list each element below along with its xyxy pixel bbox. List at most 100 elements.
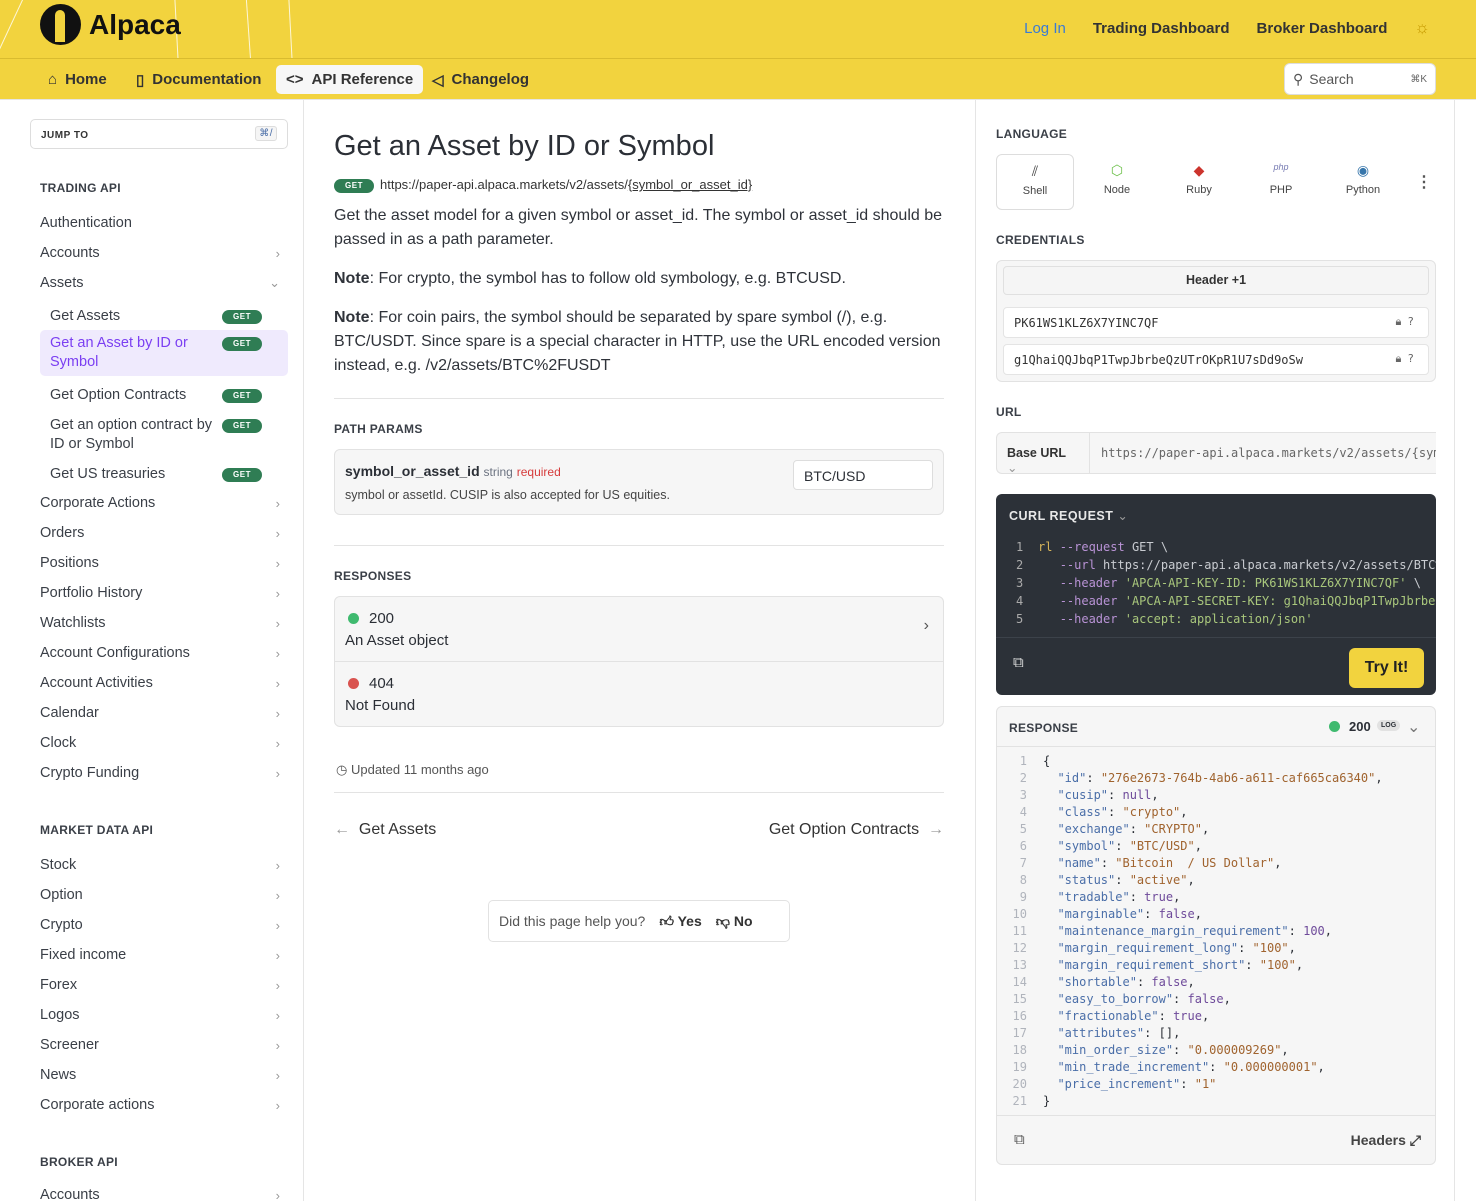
trading-dashboard-link[interactable]: Trading Dashboard [1092,19,1230,37]
response-404[interactable]: 404 Not Found [335,662,943,726]
line-number: 5 [1019,822,1027,836]
try-it-button[interactable]: Try It! [1349,648,1424,688]
line-number: 2 [1019,771,1027,785]
tab-documentation[interactable]: ▯ Documentation [126,65,271,94]
header-tab[interactable]: Header +1 [1003,266,1429,295]
chevron-right-icon: › [275,615,280,631]
tab-api-reference[interactable]: <> API Reference [276,65,424,94]
code-token: "active" [1129,873,1188,887]
chevron-right-icon: › [275,495,280,511]
api-secret-input[interactable]: g1QhaiQQJbqP1TwpJbrbeQzUTrOKpR1U7sDd9oSw… [1003,344,1429,375]
response-desc: An Asset object [345,632,449,649]
next-page-link[interactable]: Get Option Contracts → [769,821,944,839]
sidebar-subitem[interactable]: Get US treasuries GET [40,461,288,488]
code-token: : [1288,924,1304,938]
sidebar-item[interactable]: Fixed income › [40,947,288,963]
code-token [1038,612,1060,626]
search-input[interactable]: ⚲ Search ⌘K [1284,63,1436,95]
curl-dropdown[interactable]: CURL REQUEST ⌄ [1009,508,1128,523]
line-number: 4 [1019,805,1027,819]
headers-button[interactable]: Headers ⤢ [1351,1132,1421,1149]
feedback-no-button[interactable]: 👎︎ No [716,913,753,930]
language-php[interactable]: php PHP [1242,154,1320,210]
sidebar-item[interactable]: Corporate Actions › [40,495,288,511]
sidebar-item[interactable]: Crypto › [40,917,288,933]
sidebar-subitem[interactable]: Get Option Contracts GET [40,382,288,409]
code-token: : [1108,805,1123,819]
note-2: Note: For coin pairs, the symbol should … [334,306,944,378]
broker-dashboard-link[interactable]: Broker Dashboard [1256,19,1388,37]
secret-value: g1QhaiQQJbqP1TwpJbrbeQzUTrOKpR1U7sDd9oSw [1014,353,1303,367]
code-token: : [1238,941,1253,955]
login-link[interactable]: Log In [1024,19,1066,37]
thumbs-down-icon: 👎︎ [715,912,730,929]
log-badge[interactable]: LOG [1377,720,1401,731]
sidebar-subitem[interactable]: Get an Asset by ID or Symbol GET [40,330,288,376]
param-value-input[interactable]: BTC/USD [793,460,933,490]
tab-label: Changelog [451,71,530,88]
sidebar-item[interactable]: Orders › [40,525,288,541]
lock-help-icons[interactable]: 🔒︎? [1395,315,1420,328]
code-token [1043,958,1057,972]
sidebar-subitem[interactable]: Get an option contract by ID or Symbol GE… [40,412,288,458]
sidebar-item[interactable]: Corporate actions › [40,1097,288,1113]
code-token: "id" [1057,771,1087,785]
base-url-dropdown[interactable]: Base URL ⌄ [997,433,1090,473]
sidebar-item-assets[interactable]: Assets ⌄ [40,275,288,291]
sidebar-item-accounts[interactable]: Accounts › [40,245,288,261]
clock-icon: ◷ [336,762,348,777]
sidebar: JUMP TO ⌘/ TRADING API Authentication Acco… [0,100,304,1201]
sidebar-item[interactable]: Positions › [40,555,288,571]
prev-page-link[interactable]: ← Get Assets [334,821,436,839]
divider [334,545,944,546]
sidebar-item[interactable]: Crypto Funding › [40,765,288,781]
sidebar-item[interactable]: Accounts › [40,1187,288,1201]
sidebar-item[interactable]: Account Configurations › [40,645,288,661]
copy-icon[interactable]: ⧉ [1013,654,1024,671]
feedback-yes-button[interactable]: 👍︎ Yes [659,913,701,930]
api-key-id-input[interactable]: PK61WS1KLZ6X7YINC7QF 🔒︎? [1003,307,1429,338]
code-line: 2 --url https://paper-api.alpaca.markets… [1016,556,1436,574]
copy-icon[interactable]: ⧉ [1014,1131,1025,1148]
line-number: 15 [1012,992,1027,1006]
sidebar-item-authentication[interactable]: Authentication [40,215,288,231]
tab-home[interactable]: ⌂ Home [38,65,117,94]
sidebar-item-label: Get US treasuries [50,466,166,482]
sidebar-item[interactable]: Clock › [40,735,288,751]
method-badge: GET [334,179,374,193]
sidebar-subitem[interactable]: Get Assets GET [40,303,288,330]
language-node[interactable]: ⬡ Node [1078,154,1156,210]
sidebar-item[interactable]: Forex › [40,977,288,993]
language-ruby[interactable]: ◆ Ruby [1160,154,1238,210]
sidebar-item[interactable]: Option › [40,887,288,903]
jump-to-input[interactable]: JUMP TO ⌘/ [30,119,288,149]
sidebar-item[interactable]: Portfolio History › [40,585,288,601]
code-token: "min_trade_increment" [1057,1060,1210,1074]
code-token: , [1173,1026,1181,1040]
language-shell[interactable]: ⫽ Shell [996,154,1074,210]
sidebar-item-label: Crypto Funding [40,765,140,781]
response-200[interactable]: 200 An Asset object › [335,597,943,662]
language-python[interactable]: ◉ Python [1324,154,1402,210]
sidebar-item[interactable]: Account Activities › [40,675,288,691]
sidebar-item-label: Logos [40,1007,80,1023]
code-token: --header [1059,612,1125,626]
sidebar-item[interactable]: Calendar › [40,705,288,721]
more-languages-icon[interactable]: ⋮ [1416,174,1432,191]
sidebar-item[interactable]: Logos › [40,1007,288,1023]
sidebar-item[interactable]: Screener › [40,1037,288,1053]
alpaca-logo[interactable]: Alpaca [40,4,181,45]
sidebar-item[interactable]: News › [40,1067,288,1083]
code-line: 7 "name": "Bitcoin / US Dollar", [1005,855,1383,872]
sidebar-item[interactable]: Stock › [40,857,288,873]
divider [334,792,944,793]
url-value: https://paper-api.alpaca.markets/v2/asse… [1101,446,1436,460]
chevron-down-icon[interactable]: ⌄ [1407,719,1421,736]
lock-help-icons[interactable]: 🔒︎? [1395,352,1420,365]
updated-info: ◷ Updated 11 months ago [336,762,489,778]
sidebar-item[interactable]: Watchlists › [40,615,288,631]
sidebar-item-label: Get Option Contracts [50,387,187,403]
tab-changelog[interactable]: ◁ Changelog [422,65,539,94]
brand-name: Alpaca [89,8,181,40]
theme-toggle-sun-icon[interactable]: ☼ [1414,18,1430,37]
